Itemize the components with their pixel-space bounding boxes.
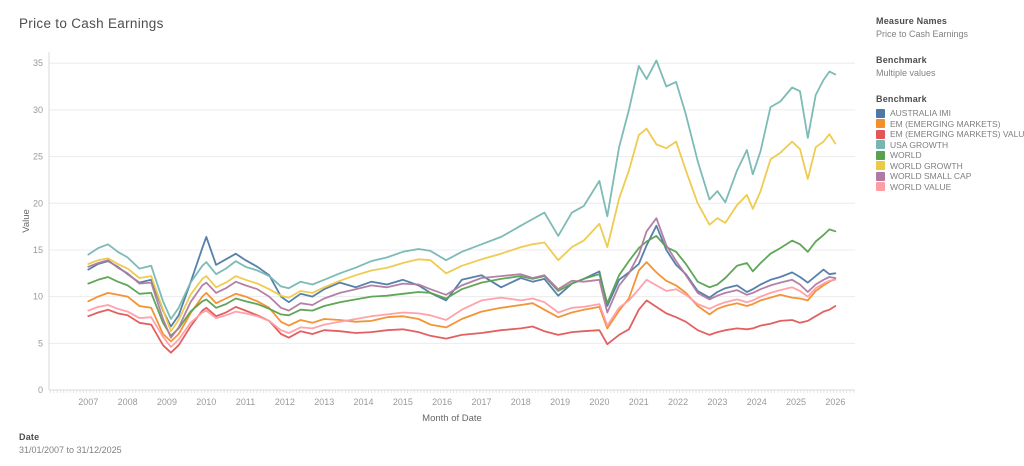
legend-item-label: EM (EMERGING MARKETS) VALUE <box>890 129 1024 140</box>
benchmark-color-legend: Benchmark AUSTRALIA IMI EM (EMERGING MARK… <box>876 94 1024 193</box>
date-filter-value[interactable]: 31/01/2007 to 31/12/2025 <box>19 445 122 455</box>
legend-item-label: WORLD <box>890 150 922 161</box>
x-tick-label: 2011 <box>236 397 255 407</box>
x-tick-label: 2010 <box>196 397 216 407</box>
legend-color-swatch <box>876 129 885 139</box>
series-line-em-emerging-markets-value[interactable] <box>87 299 837 354</box>
x-tick-label: 2025 <box>786 397 806 407</box>
x-tick-label: 2020 <box>589 397 609 407</box>
series-line-world[interactable] <box>87 228 837 337</box>
legend-color-swatch <box>876 150 885 160</box>
y-tick-label: 5 <box>38 338 43 348</box>
y-tick-label: 35 <box>33 58 43 68</box>
legend-item[interactable]: WORLD SMALL CAP <box>876 171 1022 182</box>
benchmark-filter-title: Benchmark <box>876 55 927 65</box>
legend-item-label: AUSTRALIA IMI <box>890 108 951 119</box>
legend-item-list: AUSTRALIA IMI EM (EMERGING MARKETS) EM (EM… <box>876 108 1024 193</box>
x-tick-label: 2023 <box>707 397 727 407</box>
benchmark-filter-value[interactable]: Multiple values <box>876 68 936 78</box>
legend-color-swatch <box>876 119 885 129</box>
legend-item-label: WORLD SMALL CAP <box>890 171 972 182</box>
y-tick-label: 0 <box>38 385 43 395</box>
legend-color-swatch <box>876 171 885 181</box>
x-tick-label: 2009 <box>157 397 177 407</box>
x-tick-label: 2026 <box>825 397 845 407</box>
x-tick-label: 2016 <box>432 397 452 407</box>
legend-panel: Measure Names Price to Cash Earnings Ben… <box>876 16 1024 208</box>
color-legend-title: Benchmark <box>876 94 927 104</box>
y-tick-label: 15 <box>33 245 43 255</box>
y-tick-label: 25 <box>33 152 43 162</box>
x-tick-label: 2008 <box>118 397 138 407</box>
legend-item-label: WORLD GROWTH <box>890 160 963 171</box>
x-tick-label: 2015 <box>393 397 413 407</box>
x-tick-label: 2014 <box>354 397 374 407</box>
legend-item[interactable]: EM (EMERGING MARKETS) VALUE <box>876 129 1024 140</box>
legend-item[interactable]: AUSTRALIA IMI <box>876 108 1022 119</box>
legend-item-label: USA GROWTH <box>890 139 949 150</box>
series-line-usa-growth[interactable] <box>87 59 837 320</box>
date-filter-card: Date 31/01/2007 to 31/12/2025 <box>19 432 122 455</box>
series-line-australia-imi[interactable] <box>87 224 837 328</box>
chart-title: Price to Cash Earnings <box>19 16 164 31</box>
x-tick-label: 2022 <box>668 397 688 407</box>
legend-item[interactable]: WORLD VALUE <box>876 182 1022 193</box>
series-line-world-small-cap[interactable] <box>87 217 837 339</box>
legend-item[interactable]: WORLD <box>876 150 1022 161</box>
x-tick-label: 2019 <box>550 397 570 407</box>
legend-item[interactable]: USA GROWTH <box>876 140 1022 151</box>
x-tick-label: 2012 <box>275 397 295 407</box>
legend-item-label: WORLD VALUE <box>890 181 952 192</box>
x-tick-label: 2007 <box>78 397 98 407</box>
legend-color-swatch <box>876 140 885 150</box>
x-tick-label: 2013 <box>314 397 334 407</box>
x-axis-title: Month of Date <box>422 413 482 424</box>
x-tick-label: 2017 <box>471 397 491 407</box>
date-filter-title: Date <box>19 432 40 442</box>
y-tick-label: 10 <box>33 292 43 302</box>
y-tick-label: 30 <box>33 105 43 115</box>
series-line-world-value[interactable] <box>87 278 837 348</box>
measure-names-value: Price to Cash Earnings <box>876 29 969 39</box>
benchmark-filter-card: Benchmark Multiple values <box>876 55 1022 78</box>
measure-names-title: Measure Names <box>876 16 948 26</box>
series-line-em-emerging-markets[interactable] <box>87 261 837 343</box>
legend-color-swatch <box>876 182 885 192</box>
legend-color-swatch <box>876 108 885 118</box>
series-line-world-growth[interactable] <box>87 127 837 333</box>
legend-item-label: EM (EMERGING MARKETS) <box>890 118 1001 129</box>
x-tick-label: 2018 <box>511 397 531 407</box>
measure-names-card: Measure Names Price to Cash Earnings <box>876 16 1022 39</box>
legend-item[interactable]: WORLD GROWTH <box>876 161 1022 172</box>
y-tick-label: 20 <box>33 198 43 208</box>
x-tick-label: 2021 <box>629 397 649 407</box>
x-tick-label: 2024 <box>747 397 767 407</box>
legend-item[interactable]: EM (EMERGING MARKETS) <box>876 119 1022 130</box>
y-axis-title: Value <box>21 209 32 233</box>
legend-color-swatch <box>876 161 885 171</box>
